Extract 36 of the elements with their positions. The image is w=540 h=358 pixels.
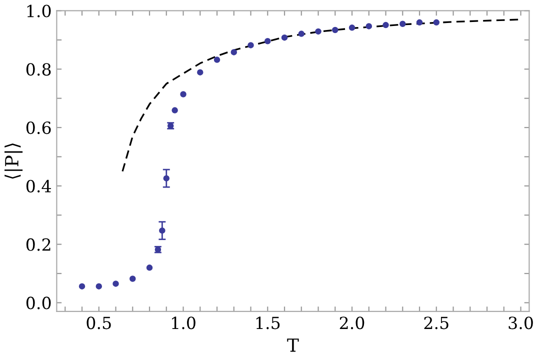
point (315, 28, 322, 35)
point (332, 26, 338, 34)
point (248, 42, 254, 48)
y-tick-label: 0.8 (26, 63, 51, 76)
y-tick-label: 0.0 (26, 296, 51, 310)
x-tick-label: 1.5 (256, 316, 280, 330)
point (433, 19, 440, 26)
point (130, 276, 136, 282)
point (400, 20, 406, 28)
x-tick-label: 1.0 (172, 316, 196, 330)
point (197, 69, 204, 76)
x-tick-label: 0.5 (86, 316, 111, 330)
point (416, 19, 423, 26)
point (146, 264, 153, 271)
point (180, 91, 186, 98)
point (348, 24, 356, 31)
x-tick-label: 3.0 (508, 316, 533, 330)
point (366, 23, 372, 30)
point (172, 107, 178, 114)
point (382, 22, 389, 28)
y-tick-label: 0.4 (26, 180, 51, 192)
point (214, 56, 220, 63)
point (281, 34, 288, 41)
x-tick-label: 2.0 (340, 316, 364, 330)
point (298, 30, 305, 37)
point (230, 49, 238, 56)
y-tick-label: 0.6 (26, 121, 51, 134)
x-tick-label: 2.5 (424, 316, 448, 330)
point (112, 280, 119, 287)
point (96, 283, 102, 290)
point (264, 38, 271, 44)
y-tick-label: 1.0 (27, 4, 51, 18)
point (78, 283, 86, 290)
x-axis-title: T (287, 338, 299, 352)
y-axis-title: ⟨|P|⟩ (4, 144, 23, 179)
y-tick-label: 0.2 (26, 238, 50, 251)
